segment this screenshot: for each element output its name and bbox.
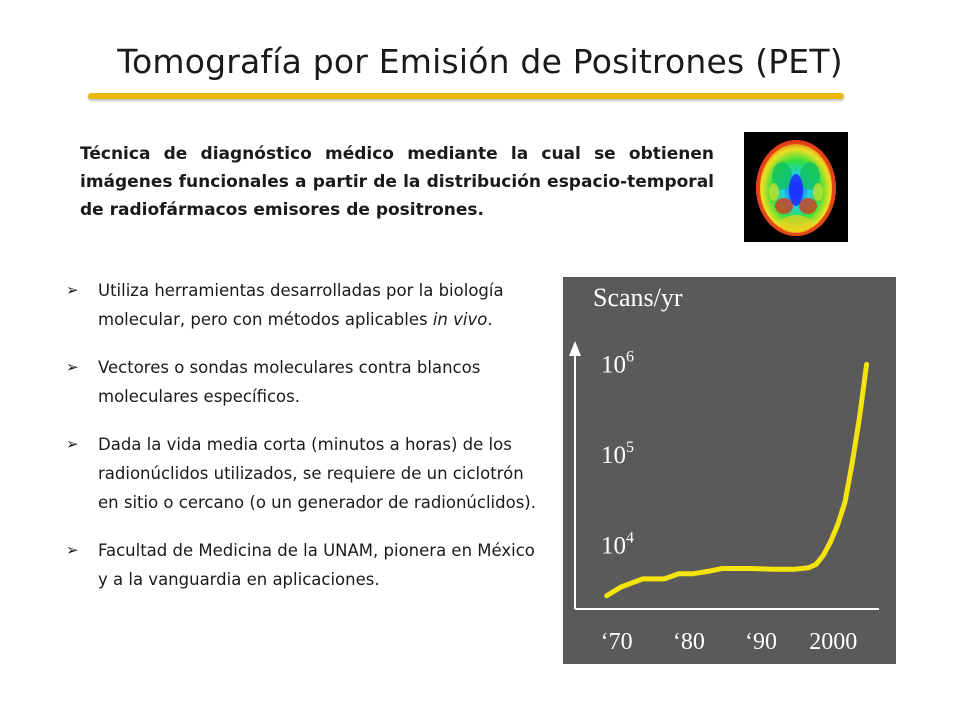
- bullet-arrow-icon: ➢: [66, 281, 79, 299]
- y-tick-label: 104: [601, 530, 634, 560]
- chart-title: Scans/yr: [593, 283, 683, 312]
- bullet-arrow-icon: ➢: [66, 541, 79, 559]
- bullet-item: ➢ Vectores o sondas moleculares contra bl…: [66, 353, 546, 411]
- bullet-arrow-icon: ➢: [66, 358, 79, 376]
- intro-paragraph: Técnica de diagnóstico médico mediante l…: [80, 144, 714, 220]
- y-axis-arrow-icon: [569, 341, 581, 356]
- y-tick-label: 105: [601, 439, 634, 469]
- y-tick-label: 106: [601, 348, 634, 378]
- bullet-item: ➢ Utiliza herramientas desarrolladas por …: [66, 276, 546, 334]
- chart-canvas: Scans/yr 104 105 106 ‘70 ‘80 ‘90 2000: [569, 283, 879, 655]
- x-tick-label: ‘80: [673, 629, 705, 655]
- scans-curve: [604, 361, 870, 599]
- scans-per-year-chart: Scans/yr 104 105 106 ‘70 ‘80 ‘90 2000: [563, 277, 896, 664]
- title-underline: [88, 93, 844, 99]
- pet-brain-scan-image: [744, 132, 848, 242]
- bullet-arrow-icon: ➢: [66, 435, 79, 453]
- bullet-list: ➢ Utiliza herramientas desarrolladas por …: [66, 276, 546, 613]
- bullet-item: ➢ Dada la vida media corta (minutos a hor…: [66, 430, 546, 517]
- bullet-item: ➢ Facultad de Medicina de la UNAM, pioner…: [66, 536, 546, 594]
- x-tick-label: ‘70: [601, 629, 633, 655]
- x-tick-label: ‘90: [745, 629, 777, 655]
- slide-title: Tomografía por Emisión de Positrones (PE…: [117, 42, 843, 81]
- x-tick-label: 2000: [809, 629, 857, 655]
